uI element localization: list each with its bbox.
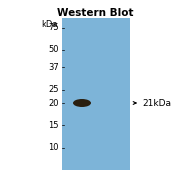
Bar xyxy=(62,18,130,170)
Text: 25: 25 xyxy=(48,86,59,94)
Text: 10: 10 xyxy=(48,143,59,152)
Text: 20: 20 xyxy=(48,98,59,107)
Text: 15: 15 xyxy=(48,120,59,129)
Text: 37: 37 xyxy=(48,62,59,71)
Text: 21kDa: 21kDa xyxy=(142,98,171,107)
Text: kDa: kDa xyxy=(42,20,58,29)
Ellipse shape xyxy=(73,99,91,107)
Text: Western Blot: Western Blot xyxy=(57,8,133,18)
Text: 50: 50 xyxy=(48,46,59,55)
Text: 75: 75 xyxy=(48,24,59,33)
